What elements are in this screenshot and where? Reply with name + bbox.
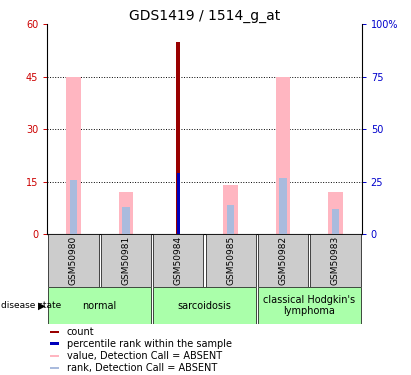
Bar xyxy=(227,205,234,234)
Bar xyxy=(223,185,238,234)
Title: GDS1419 / 1514_g_at: GDS1419 / 1514_g_at xyxy=(129,9,280,23)
Bar xyxy=(276,77,291,234)
Bar xyxy=(279,178,287,234)
Bar xyxy=(48,234,99,287)
Bar xyxy=(50,367,59,369)
Bar xyxy=(206,234,256,287)
Bar xyxy=(332,209,339,234)
Text: GSM50982: GSM50982 xyxy=(279,236,288,285)
Bar xyxy=(310,234,360,287)
Text: percentile rank within the sample: percentile rank within the sample xyxy=(67,339,232,349)
Bar xyxy=(118,192,133,234)
Text: count: count xyxy=(67,327,94,337)
Text: GSM50985: GSM50985 xyxy=(226,236,235,285)
Bar xyxy=(50,331,59,333)
Text: classical Hodgkin's
lymphoma: classical Hodgkin's lymphoma xyxy=(263,295,356,316)
Bar xyxy=(66,77,81,234)
Text: rank, Detection Call = ABSENT: rank, Detection Call = ABSENT xyxy=(67,363,217,373)
Text: ▶: ▶ xyxy=(38,301,45,310)
Bar xyxy=(101,234,151,287)
Text: value, Detection Call = ABSENT: value, Detection Call = ABSENT xyxy=(67,351,222,361)
Bar xyxy=(177,174,180,234)
Bar xyxy=(50,355,59,357)
Text: GSM50981: GSM50981 xyxy=(121,236,130,285)
Text: GSM50983: GSM50983 xyxy=(331,236,340,285)
Bar xyxy=(328,192,343,234)
Text: GSM50980: GSM50980 xyxy=(69,236,78,285)
Text: GSM50984: GSM50984 xyxy=(174,236,183,285)
Bar xyxy=(258,287,360,324)
Text: disease state: disease state xyxy=(1,301,62,310)
Bar xyxy=(122,207,129,234)
Text: sarcoidosis: sarcoidosis xyxy=(178,301,231,310)
Bar xyxy=(176,42,180,234)
Bar xyxy=(70,180,77,234)
Text: normal: normal xyxy=(83,301,117,310)
Bar xyxy=(258,234,308,287)
Bar xyxy=(153,234,203,287)
Bar xyxy=(50,342,59,345)
Bar xyxy=(153,287,256,324)
Bar xyxy=(48,287,151,324)
